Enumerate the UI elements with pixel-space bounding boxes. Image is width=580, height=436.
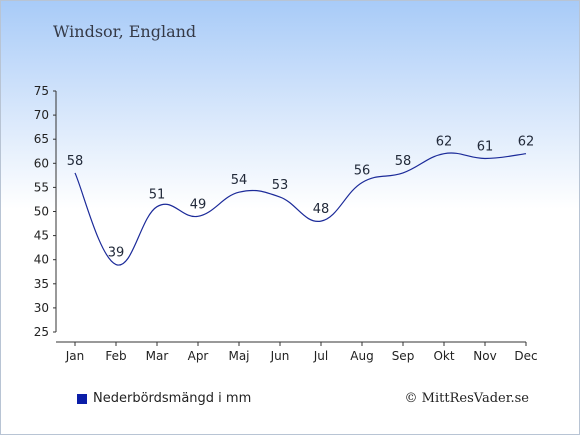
y-tick-label: 35: [34, 277, 49, 291]
x-tick-label: Jun: [270, 349, 290, 363]
y-tick-label: 75: [34, 84, 49, 98]
y-ticks: 25 30 35 40 45 50 55 60 65 70 75: [34, 84, 56, 339]
data-label: 61: [477, 139, 494, 154]
x-tick-label: Maj: [228, 349, 249, 363]
y-tick-label: 25: [34, 325, 49, 339]
credit-text: © MittResVader.se: [404, 391, 529, 406]
y-tick-label: 50: [34, 205, 49, 219]
data-label: 51: [149, 188, 166, 203]
x-tick-label: Okt: [433, 349, 454, 363]
data-label: 49: [190, 197, 207, 212]
chart-title: Windsor, England: [53, 22, 197, 41]
x-tick-label: Feb: [105, 349, 126, 363]
data-label: 58: [395, 154, 412, 169]
data-label: 62: [518, 135, 535, 150]
x-tick-label: Dec: [514, 349, 537, 363]
data-label: 54: [231, 173, 248, 188]
series-line: [74, 152, 527, 266]
data-label: 39: [108, 246, 125, 261]
legend-label: Nederbördsmängd i mm: [93, 391, 252, 406]
x-tick-label: Apr: [188, 349, 209, 363]
y-tick-label: 55: [34, 180, 49, 194]
x-tick-label: Aug: [350, 349, 373, 363]
y-tick-label: 60: [34, 156, 49, 170]
data-label: 48: [313, 202, 330, 217]
legend: Nederbördsmängd i mm: [77, 391, 251, 406]
y-tick-label: 65: [34, 132, 49, 146]
data-label: 53: [272, 178, 289, 193]
x-tick-label: Jan: [65, 349, 85, 363]
data-labels: 58 39 51 49 54 53 48 56 58 62 61 62: [67, 135, 535, 261]
y-tick-label: 40: [34, 253, 49, 267]
x-tick-label: Sep: [392, 349, 415, 363]
x-tick-label: Mar: [146, 349, 169, 363]
axes: [55, 91, 526, 343]
x-ticks: Jan Feb Mar Apr Maj Jun Jul Aug Sep Okt Nov Dec: [65, 342, 538, 363]
y-tick-label: 30: [34, 301, 49, 315]
y-tick-label: 70: [34, 108, 49, 122]
data-label: 62: [436, 135, 453, 150]
data-label: 56: [354, 164, 371, 179]
data-label: 58: [67, 154, 84, 169]
x-tick-label: Jul: [313, 349, 328, 363]
y-tick-label: 45: [34, 229, 49, 243]
x-tick-label: Nov: [473, 349, 496, 363]
legend-swatch: [77, 393, 87, 404]
